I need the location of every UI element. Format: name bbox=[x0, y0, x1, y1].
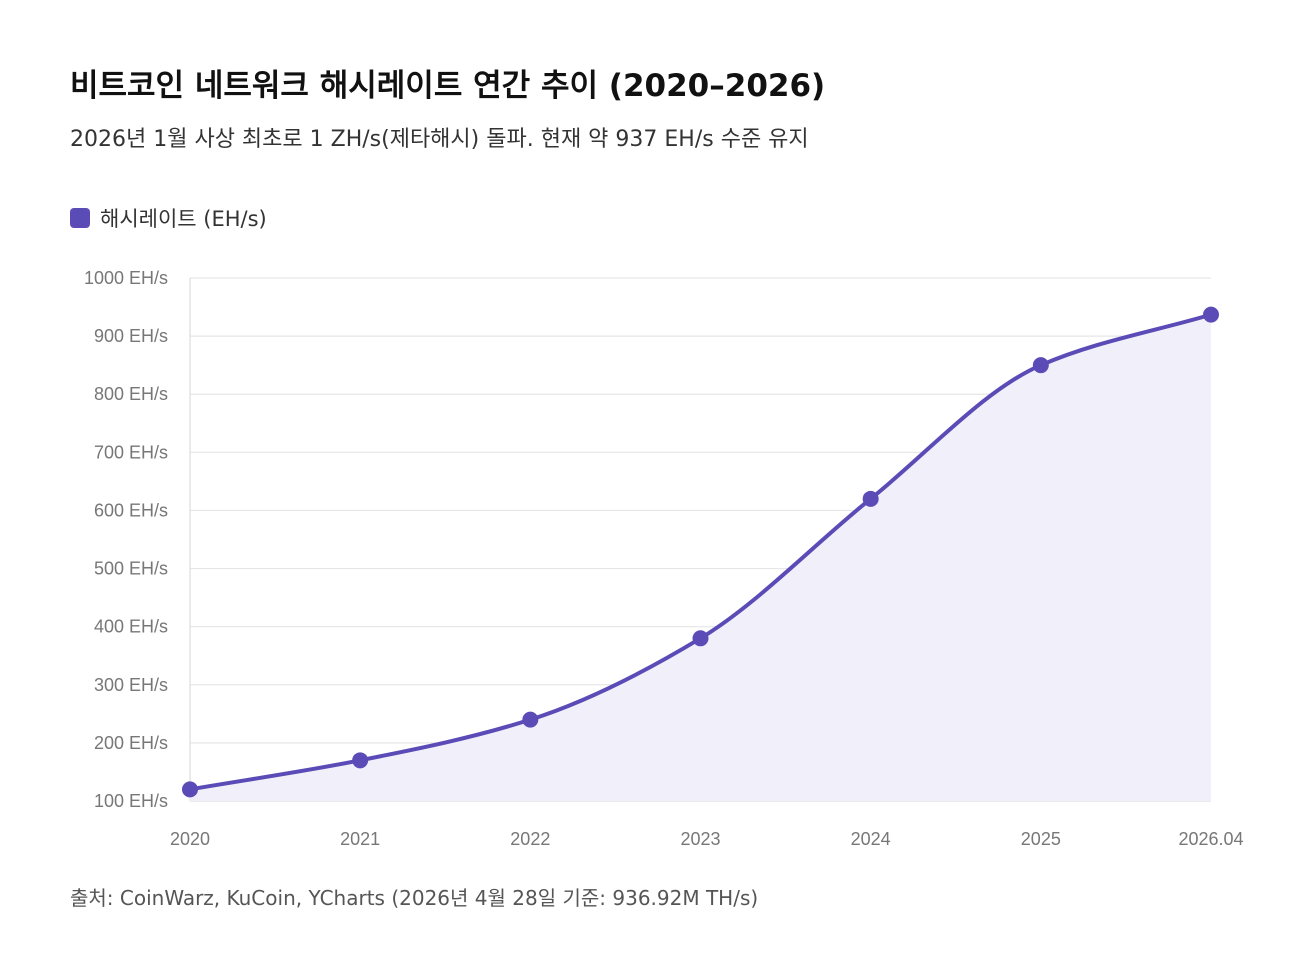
x-tick-label-2026.04: 2026.04 bbox=[1178, 829, 1243, 849]
chart-subtitle: 2026년 1월 사상 최초로 1 ZH/s(제타해시) 돌파. 현재 약 93… bbox=[70, 127, 809, 152]
y-tick-label-300: 300 EH/s bbox=[94, 675, 168, 695]
data-point-2020[interactable] bbox=[182, 781, 198, 798]
y-tick-label-400: 400 EH/s bbox=[94, 617, 168, 637]
data-point-2026.04[interactable] bbox=[1203, 306, 1219, 323]
y-tick-label-900: 900 EH/s bbox=[94, 326, 168, 346]
x-tick-label-2025: 2025 bbox=[1021, 829, 1061, 849]
y-tick-label-100: 100 EH/s bbox=[94, 791, 168, 811]
y-tick-label-1000: 1000 EH/s bbox=[84, 268, 168, 288]
y-tick-label-500: 500 EH/s bbox=[94, 559, 168, 579]
x-tick-label-2024: 2024 bbox=[851, 829, 891, 849]
chart-title: 비트코인 네트워크 해시레이트 연간 추이 (2020–2026) bbox=[70, 68, 826, 104]
data-point-2021[interactable] bbox=[352, 752, 369, 769]
legend: 해시레이트 (EH/s) bbox=[70, 203, 267, 233]
x-tick-label-2021: 2021 bbox=[340, 829, 380, 849]
x-tick-label-2022: 2022 bbox=[510, 829, 550, 849]
x-axis-ticks: 2020 2021 2022 2023 2024 2025 2026.04 bbox=[170, 829, 1244, 849]
source-note: 출처: CoinWarz, KuCoin, YCharts (2026년 4월 … bbox=[70, 886, 759, 910]
data-point-2024[interactable] bbox=[862, 490, 879, 507]
legend-swatch bbox=[70, 208, 90, 228]
y-tick-label-600: 600 EH/s bbox=[94, 500, 168, 520]
series-area bbox=[190, 314, 1211, 801]
data-point-2023[interactable] bbox=[692, 630, 709, 647]
area-layer bbox=[190, 314, 1211, 801]
legend-label: 해시레이트 (EH/s) bbox=[100, 207, 267, 231]
y-tick-label-700: 700 EH/s bbox=[94, 442, 168, 462]
point-layer bbox=[182, 306, 1219, 798]
x-tick-label-2020: 2020 bbox=[170, 829, 210, 849]
y-axis-ticks: 100 EH/s 200 EH/s 300 EH/s 400 EH/s 500 EH/s… bbox=[84, 268, 168, 811]
y-tick-label-200: 200 EH/s bbox=[94, 733, 168, 753]
data-point-2025[interactable] bbox=[1032, 357, 1049, 374]
x-tick-label-2023: 2023 bbox=[680, 829, 720, 849]
y-tick-label-800: 800 EH/s bbox=[94, 384, 168, 404]
data-point-2022[interactable] bbox=[522, 711, 539, 728]
